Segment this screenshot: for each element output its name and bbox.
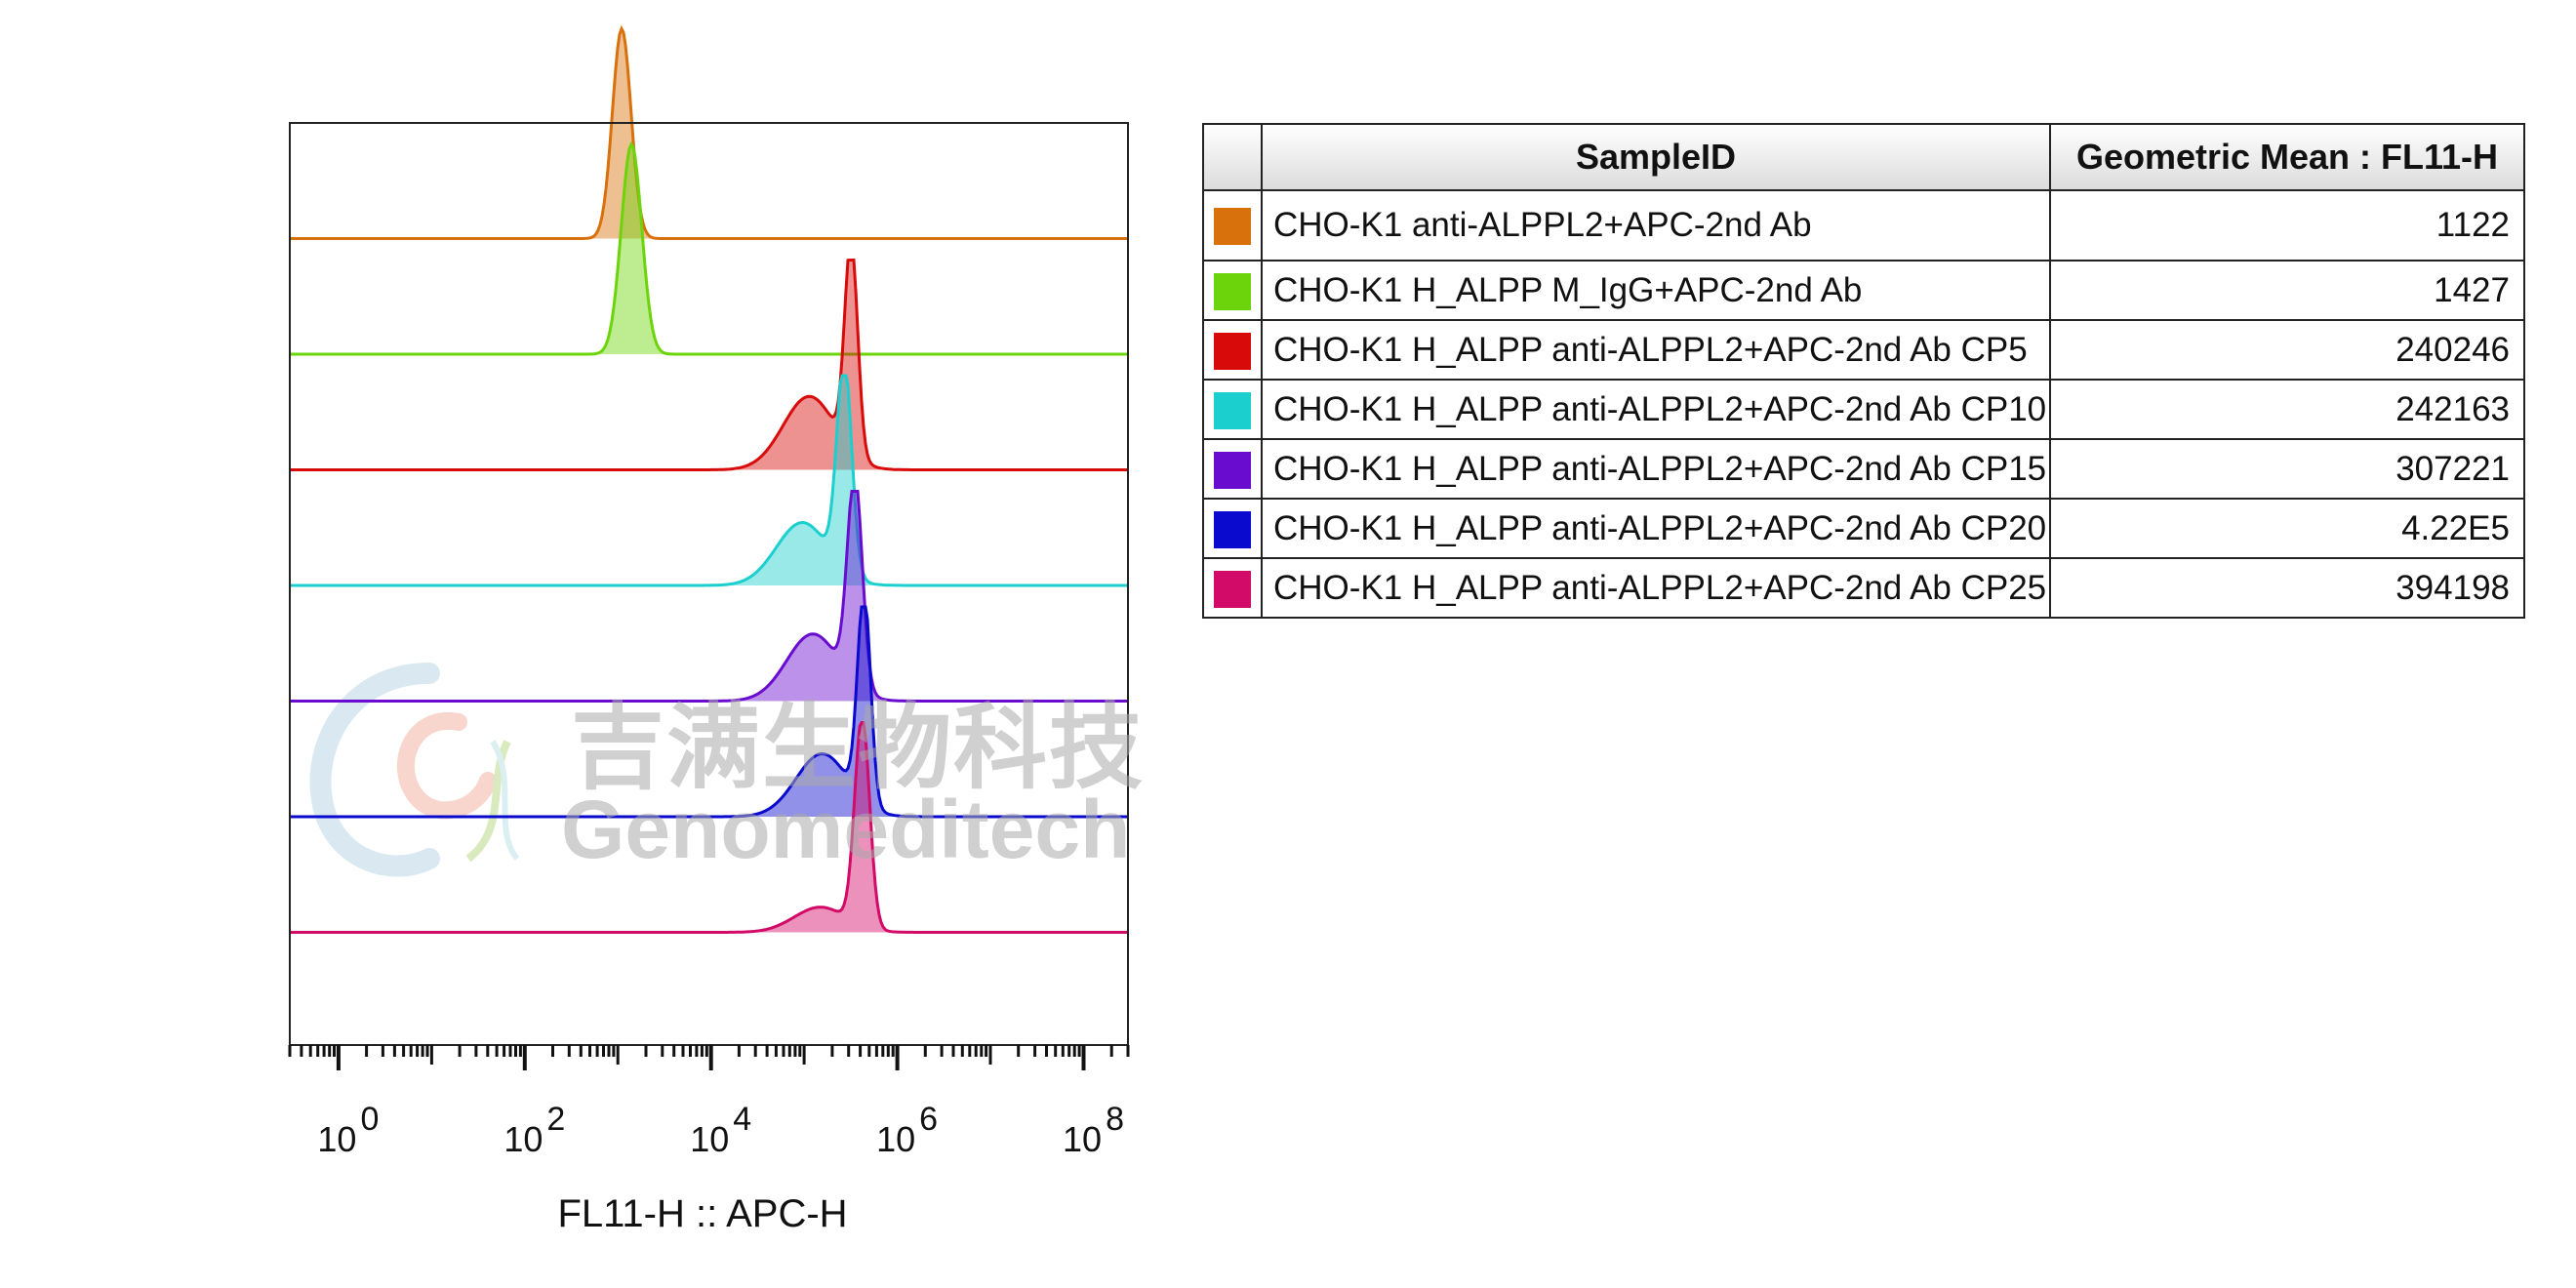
plot-frame	[289, 122, 1129, 1046]
legend-swatch-cell	[1202, 498, 1263, 559]
legend-sample-name: CHO-K1 H_ALPP M_IgG+APC-2nd Ab	[1261, 260, 2051, 321]
legend-header-sample-id: SampleID	[1261, 123, 2051, 191]
legend-sample-name: CHO-K1 H_ALPP anti-ALPPL2+APC-2nd Ab CP2…	[1261, 498, 2051, 559]
legend-sample-name: CHO-K1 anti-ALPPL2+APC-2nd Ab	[1261, 189, 2051, 262]
watermark-logo	[309, 663, 520, 877]
legend-row: CHO-K1 H_ALPP anti-ALPPL2+APC-2nd Ab CP2…	[1202, 557, 2525, 619]
legend-sample-name: CHO-K1 H_ALPP anti-ALPPL2+APC-2nd Ab CP2…	[1261, 557, 2051, 619]
legend-geometric-mean: 1427	[2049, 260, 2525, 321]
legend-geometric-mean: 307221	[2049, 438, 2525, 500]
histogram-line-series-7	[290, 721, 1127, 934]
x-tick-label: 10 2	[503, 1101, 565, 1159]
legend-header-geometric-mean: Geometric Mean : FL11-H	[2049, 123, 2525, 191]
legend-geometric-mean: 394198	[2049, 557, 2525, 619]
legend-row: CHO-K1 H_ALPP anti-ALPPL2+APC-2nd Ab CP1…	[1202, 379, 2525, 440]
histogram-line-series-2	[290, 141, 1127, 356]
legend-header-blank	[1202, 123, 1263, 191]
legend-row: CHO-K1 H_ALPP anti-ALPPL2+APC-2nd Ab CP1…	[1202, 438, 2525, 500]
legend-geometric-mean: 242163	[2049, 379, 2525, 440]
legend-swatch-cell	[1202, 379, 1263, 440]
histogram-fill-series-2	[290, 144, 1128, 354]
legend-table: SampleID Geometric Mean : FL11-H CHO-K1 …	[1202, 123, 2525, 619]
legend-geometric-mean: 240246	[2049, 319, 2525, 381]
legend-swatch	[1214, 272, 1251, 310]
legend-swatch-cell	[1202, 438, 1263, 500]
legend-swatch-cell	[1202, 557, 1263, 619]
histogram-fill-series-3	[290, 260, 1128, 470]
legend-swatch	[1214, 451, 1251, 489]
legend-swatch	[1214, 510, 1251, 548]
legend-swatch	[1214, 391, 1251, 429]
legend-row: CHO-K1 anti-ALPPL2+APC-2nd Ab 1122	[1202, 189, 2525, 262]
legend-swatch-cell	[1202, 260, 1263, 321]
x-tick-label: 10 6	[876, 1101, 938, 1159]
histogram-line-series-4	[290, 374, 1127, 587]
legend-row: CHO-K1 H_ALPP anti-ALPPL2+APC-2nd Ab CP5…	[1202, 319, 2525, 381]
x-tick-label: 10 4	[690, 1101, 751, 1159]
legend-swatch-cell	[1202, 319, 1263, 381]
x-tick-label: 10 8	[1063, 1101, 1124, 1159]
x-axis: 10 0 10 2 10 4 10 6 10 8	[288, 1045, 1130, 1159]
legend-row: CHO-K1 H_ALPP M_IgG+APC-2nd Ab 1427	[1202, 260, 2525, 321]
legend-swatch	[1214, 570, 1251, 608]
x-tick-label: 10 0	[317, 1101, 379, 1159]
plot-area	[290, 24, 1128, 934]
legend-geometric-mean: 1122	[2049, 189, 2525, 262]
legend-sample-name: CHO-K1 H_ALPP anti-ALPPL2+APC-2nd Ab CP1…	[1261, 379, 2051, 440]
histogram-fill-series-1	[290, 28, 1128, 239]
histogram-line-series-3	[290, 259, 1127, 471]
histogram-fill-series-4	[290, 376, 1128, 585]
histogram-line-series-6	[290, 605, 1127, 819]
legend-row: CHO-K1 H_ALPP anti-ALPPL2+APC-2nd Ab CP2…	[1202, 498, 2525, 559]
legend-swatch	[1214, 208, 1251, 246]
legend-sample-name: CHO-K1 H_ALPP anti-ALPPL2+APC-2nd Ab CP1…	[1261, 438, 2051, 500]
legend-geometric-mean: 4.22E5	[2049, 498, 2525, 559]
x-axis-label: FL11-H :: APC-H	[557, 1192, 848, 1235]
legend-sample-name: CHO-K1 H_ALPP anti-ALPPL2+APC-2nd Ab CP5	[1261, 319, 2051, 381]
legend-swatch	[1214, 332, 1251, 370]
histogram-line-series-5	[290, 490, 1127, 703]
legend-swatch-cell	[1202, 189, 1263, 262]
histogram-line-series-1	[290, 24, 1127, 240]
legend-header-row: SampleID Geometric Mean : FL11-H	[1202, 123, 2525, 191]
histogram-plot: 10 0 10 2 10 4 10 6 10 8	[288, 24, 1130, 1159]
